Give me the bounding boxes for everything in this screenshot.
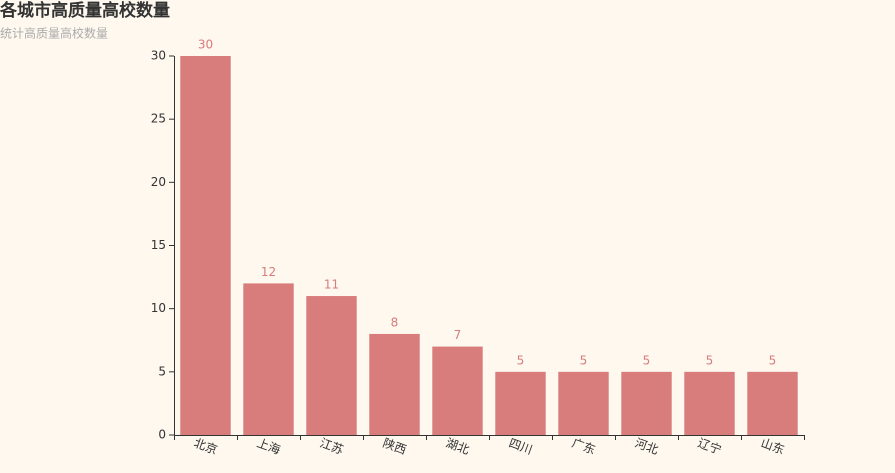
bar bbox=[306, 296, 357, 435]
value-label: 5 bbox=[769, 353, 777, 367]
bar bbox=[558, 371, 609, 435]
bar bbox=[369, 333, 420, 435]
value-label: 12 bbox=[261, 265, 276, 279]
value-label: 5 bbox=[580, 353, 588, 367]
y-tick-label: 25 bbox=[151, 112, 166, 126]
value-label: 30 bbox=[198, 38, 213, 52]
y-tick-label: 0 bbox=[158, 428, 166, 442]
value-label: 5 bbox=[643, 353, 651, 367]
chart-subtitle: 统计高质量高校数量 bbox=[0, 26, 108, 41]
bar bbox=[495, 371, 546, 435]
y-tick-label: 30 bbox=[151, 49, 166, 63]
y-tick-label: 20 bbox=[151, 175, 166, 189]
value-label: 8 bbox=[391, 315, 399, 329]
bar bbox=[684, 371, 735, 435]
bar bbox=[432, 346, 483, 435]
bar bbox=[180, 56, 231, 435]
y-tick-label: 10 bbox=[151, 301, 166, 315]
y-tick-label: 15 bbox=[151, 238, 166, 252]
value-label: 11 bbox=[324, 278, 339, 292]
value-label: 5 bbox=[517, 353, 525, 367]
chart-title: 各城市高质量高校数量 bbox=[0, 0, 170, 21]
value-label: 5 bbox=[706, 353, 714, 367]
bar bbox=[747, 371, 798, 435]
value-label: 7 bbox=[454, 328, 462, 342]
y-tick-label: 5 bbox=[158, 364, 166, 378]
bar bbox=[243, 283, 294, 435]
bar bbox=[621, 371, 672, 435]
